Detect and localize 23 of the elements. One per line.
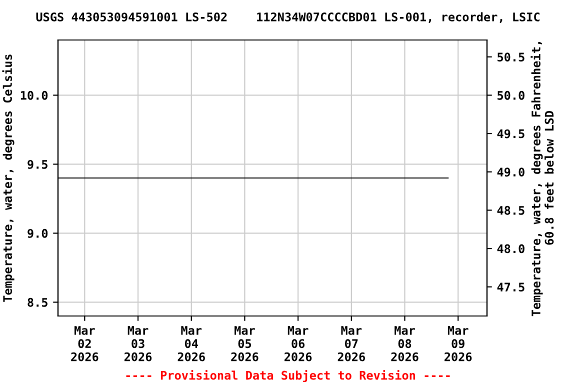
y2-tick-label: 48.0 [497, 244, 524, 254]
y-tick-label: 9.0 [28, 228, 48, 238]
y2-tick-label: 49.5 [497, 129, 524, 138]
x-tick-label: Mar 05 2026 [231, 326, 258, 362]
text: ---- Provisional Data Subject to Revision ---- [126, 370, 450, 382]
x-tick-label: Mar 02 2026 [71, 326, 98, 362]
x-tick-label: Mar 08 2026 [391, 326, 418, 362]
x-tick-label: Mar 07 2026 [338, 326, 365, 362]
y2-axis-title: Temperature, water, degrees Fahrenheit, 60.8 feet below LSD [530, 42, 554, 316]
x-tick-label: Mar 09 2026 [444, 326, 472, 362]
y2-tick-label: 50.0 [498, 90, 524, 100]
y2-tick-label: 48.5 [497, 206, 524, 215]
y-tick-label: 10.0 [20, 90, 48, 100]
y-tick-label: 9.5 [28, 160, 48, 169]
y2-tick-label: 50.5 [498, 52, 524, 62]
y2-tick-label: 47.5 [497, 282, 524, 292]
x-tick-label: Mar 04 2026 [178, 326, 205, 362]
y2-tick-label: 49.0 [497, 168, 524, 177]
chart-title: USGS 443053094591001 LS-502 112N34W07CCCCBD01 LS-001, recorder, LSIC [36, 12, 540, 23]
y-axis-title: Temperature, water, degrees Celsius [2, 54, 14, 302]
x-tick-label: Mar 03 2026 [124, 326, 152, 362]
x-tick-label: Mar 06 2026 [284, 326, 312, 362]
y-tick-label: 8.5 [28, 298, 48, 307]
